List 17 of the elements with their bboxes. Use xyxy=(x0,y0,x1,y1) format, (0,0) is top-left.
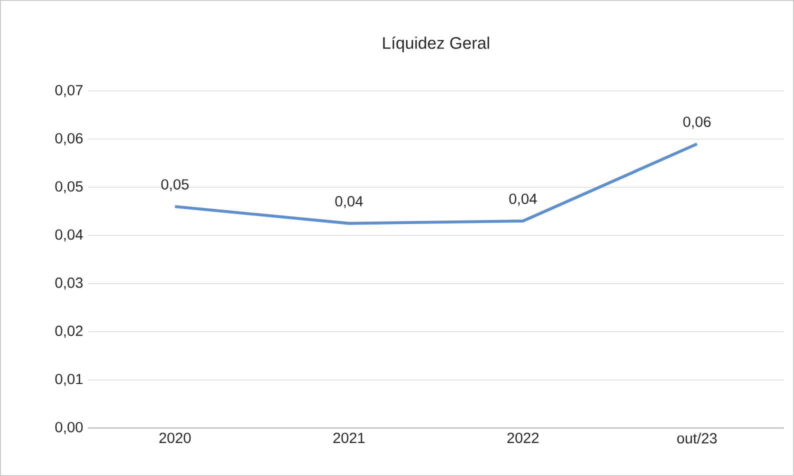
y-tick-label: 0,00 xyxy=(55,422,83,434)
x-tick-label: 2020 xyxy=(159,432,191,444)
x-tick-label: 2021 xyxy=(333,432,365,444)
data-label: 0,04 xyxy=(335,196,363,208)
x-tick-label: out/23 xyxy=(677,432,717,444)
data-label: 0,05 xyxy=(161,179,189,192)
y-tick-label: 0,01 xyxy=(55,374,83,386)
y-tick-label: 0,06 xyxy=(55,133,83,146)
y-tick-label: 0,02 xyxy=(55,326,83,338)
y-tick-label: 0,04 xyxy=(55,229,83,242)
y-tick-label: 0,05 xyxy=(55,181,83,194)
data-label: 0,04 xyxy=(509,194,537,206)
y-tick-label: 0,03 xyxy=(55,278,83,290)
y-tick-label: 0,07 xyxy=(55,84,83,98)
data-label: 0,06 xyxy=(683,116,711,129)
chart-title: Líquidez Geral xyxy=(383,36,490,52)
x-tick-label: 2022 xyxy=(507,432,539,444)
